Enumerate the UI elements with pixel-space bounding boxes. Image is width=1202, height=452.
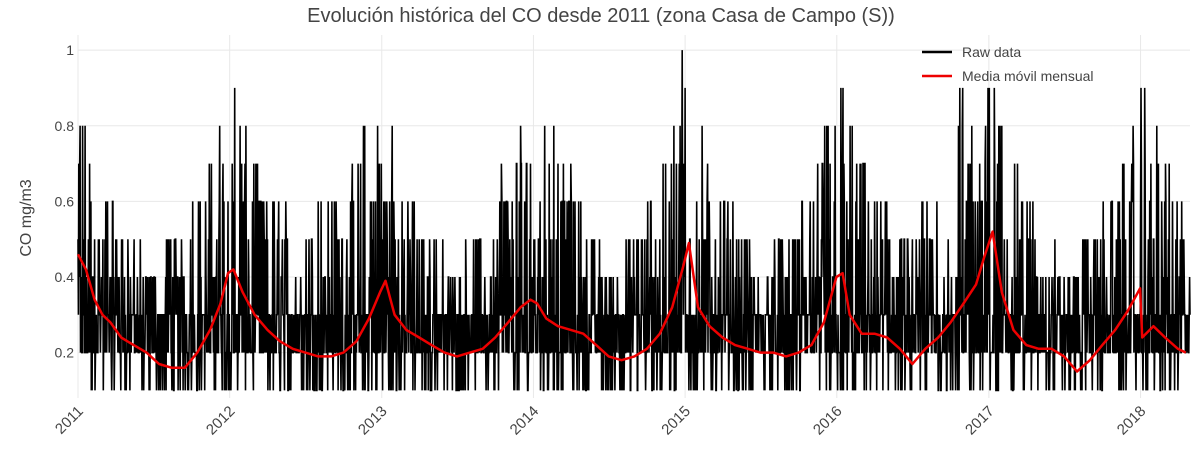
legend-label-moving-average: Media móvil mensual [962,68,1094,84]
y-tick-label: 0.2 [55,345,75,361]
legend[interactable]: Raw data Media móvil mensual [922,44,1094,84]
legend-item-raw[interactable]: Raw data [922,44,1021,60]
y-tick-labels: 0.2 0.4 0.6 0.8 1 [55,42,75,361]
legend-item-moving-average[interactable]: Media móvil mensual [922,68,1094,84]
x-tick-label: 2011 [52,403,87,438]
raw-data-line [77,50,1191,392]
moving-average-line [76,230,1187,373]
legend-label-raw: Raw data [962,44,1021,60]
x-tick-label: 2017 [962,403,998,439]
x-tick-label: 2015 [658,403,694,439]
y-tick-label: 1 [66,42,74,58]
y-tick-label: 0.8 [55,118,75,134]
y-axis-label: CO mg/m3 [18,179,35,256]
x-tick-label: 2016 [810,403,846,439]
moving-average-series [76,230,1187,373]
x-tick-label: 2018 [1114,403,1150,439]
y-tick-label: 0.4 [55,269,75,285]
x-tick-label: 2013 [355,403,391,439]
y-tick-label: 0.6 [55,193,75,209]
x-tick-label: 2014 [507,403,543,439]
raw-data-series [77,50,1191,392]
x-tick-labels: 2011 2012 2013 2014 2015 2016 2017 2018 [52,403,1149,439]
x-tick-label: 2012 [203,403,239,439]
chart-title: Evolución histórica del CO desde 2011 (z… [307,5,895,27]
